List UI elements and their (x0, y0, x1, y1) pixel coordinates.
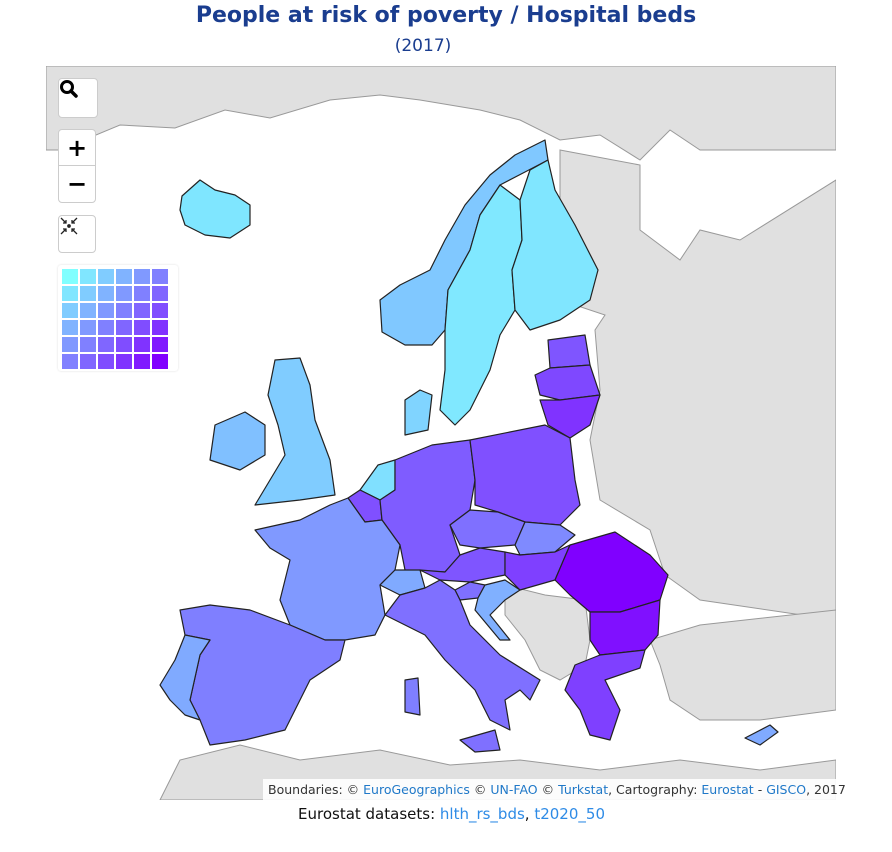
legend-cell (62, 269, 78, 284)
turkey-land (649, 609, 836, 721)
legend-cell (98, 286, 114, 301)
dataset-link-t2020-50[interactable]: t2020_50 (534, 805, 605, 823)
zoom-in-button[interactable]: + (59, 130, 95, 166)
unfao-link[interactable]: UN-FAO (490, 782, 538, 797)
bivariate-legend (58, 265, 178, 371)
legend-cell (116, 354, 132, 369)
attribution-text: © (537, 782, 559, 797)
attribution-text: , 2017 (806, 782, 846, 797)
attribution-text: © (469, 782, 491, 797)
legend-cell (134, 337, 150, 352)
legend-cell (98, 320, 114, 335)
reset-view-button[interactable] (58, 215, 96, 253)
legend-cell (80, 286, 96, 301)
map-title: People at risk of poverty / Hospital bed… (195, 3, 697, 28)
country-sicily[interactable] (459, 729, 501, 753)
country-bulgaria[interactable] (589, 599, 661, 656)
eurostat-link[interactable]: Eurostat (701, 782, 754, 797)
datasets-separator: , (524, 805, 535, 823)
legend-cell (80, 337, 96, 352)
country-poland[interactable] (469, 424, 581, 526)
legend-cell (98, 269, 114, 284)
map-canvas[interactable]: + − (46, 66, 836, 800)
country-hungary[interactable] (504, 544, 571, 591)
country-france[interactable] (254, 497, 401, 641)
gisco-link[interactable]: GISCO (766, 782, 807, 797)
datasets-line: Eurostat datasets: hlth_rs_bds, t2020_50 (298, 805, 605, 823)
legend-cell (62, 354, 78, 369)
legend-cell (152, 286, 168, 301)
eurogeographics-link[interactable]: EuroGeographics (363, 782, 470, 797)
legend-cell (62, 286, 78, 301)
legend-cell (134, 320, 150, 335)
legend-cell (98, 337, 114, 352)
collapse-arrows-icon (60, 217, 78, 235)
legend-cell (98, 354, 114, 369)
country-estonia[interactable] (547, 334, 591, 369)
legend-cell (134, 354, 150, 369)
country-latvia[interactable] (534, 364, 601, 401)
legend-cell (152, 303, 168, 318)
legend-cell (98, 303, 114, 318)
greenland-arctic-land (46, 66, 836, 161)
country-portugal[interactable] (159, 634, 211, 721)
search-button[interactable] (58, 78, 98, 118)
country-lithuania[interactable] (539, 394, 601, 439)
country-greece[interactable] (564, 649, 646, 741)
country-cyprus[interactable] (744, 724, 779, 746)
country-switzerland[interactable] (379, 569, 426, 596)
country-denmark[interactable] (404, 389, 433, 436)
map-attribution: Boundaries: © EuroGeographics © UN-FAO ©… (263, 779, 846, 800)
russia-land (559, 149, 836, 621)
attribution-text: , Cartography: (608, 782, 702, 797)
legend-cell (152, 337, 168, 352)
zoom-control[interactable]: + − (58, 129, 96, 203)
map-subtitle: (2017) (394, 36, 452, 56)
country-finland[interactable] (511, 159, 599, 331)
legend-cell (134, 286, 150, 301)
legend-cell (116, 337, 132, 352)
country-ireland[interactable] (209, 411, 266, 471)
legend-cell (80, 303, 96, 318)
legend-cell (152, 354, 168, 369)
country-croatia[interactable] (474, 579, 521, 641)
zoom-out-button[interactable]: − (66, 170, 88, 198)
legend-cell (80, 320, 96, 335)
legend-cell (152, 320, 168, 335)
country-sweden[interactable] (439, 184, 523, 426)
legend-cell (80, 354, 96, 369)
search-icon (60, 80, 78, 98)
country-iceland[interactable] (179, 179, 251, 239)
turkstat-link[interactable]: Turkstat (558, 782, 609, 797)
legend-cell (80, 269, 96, 284)
legend-cell (116, 286, 132, 301)
legend-cell (152, 269, 168, 284)
dataset-link-hlth-rs-bds[interactable]: hlth_rs_bds (439, 805, 525, 823)
country-italy[interactable] (384, 579, 541, 731)
legend-cell (116, 320, 132, 335)
legend-cell (116, 303, 132, 318)
attribution-text: - (753, 782, 767, 797)
legend-cell (134, 303, 150, 318)
country-uk[interactable] (254, 357, 336, 506)
legend-cell (116, 269, 132, 284)
datasets-label: Eurostat datasets: (298, 805, 440, 823)
attribution-text: Boundaries: © (268, 782, 364, 797)
legend-cell (62, 303, 78, 318)
legend-cell (62, 320, 78, 335)
map-svg[interactable] (46, 66, 836, 800)
legend-cell (134, 269, 150, 284)
legend-cell (62, 337, 78, 352)
country-sardinia[interactable] (404, 677, 421, 716)
